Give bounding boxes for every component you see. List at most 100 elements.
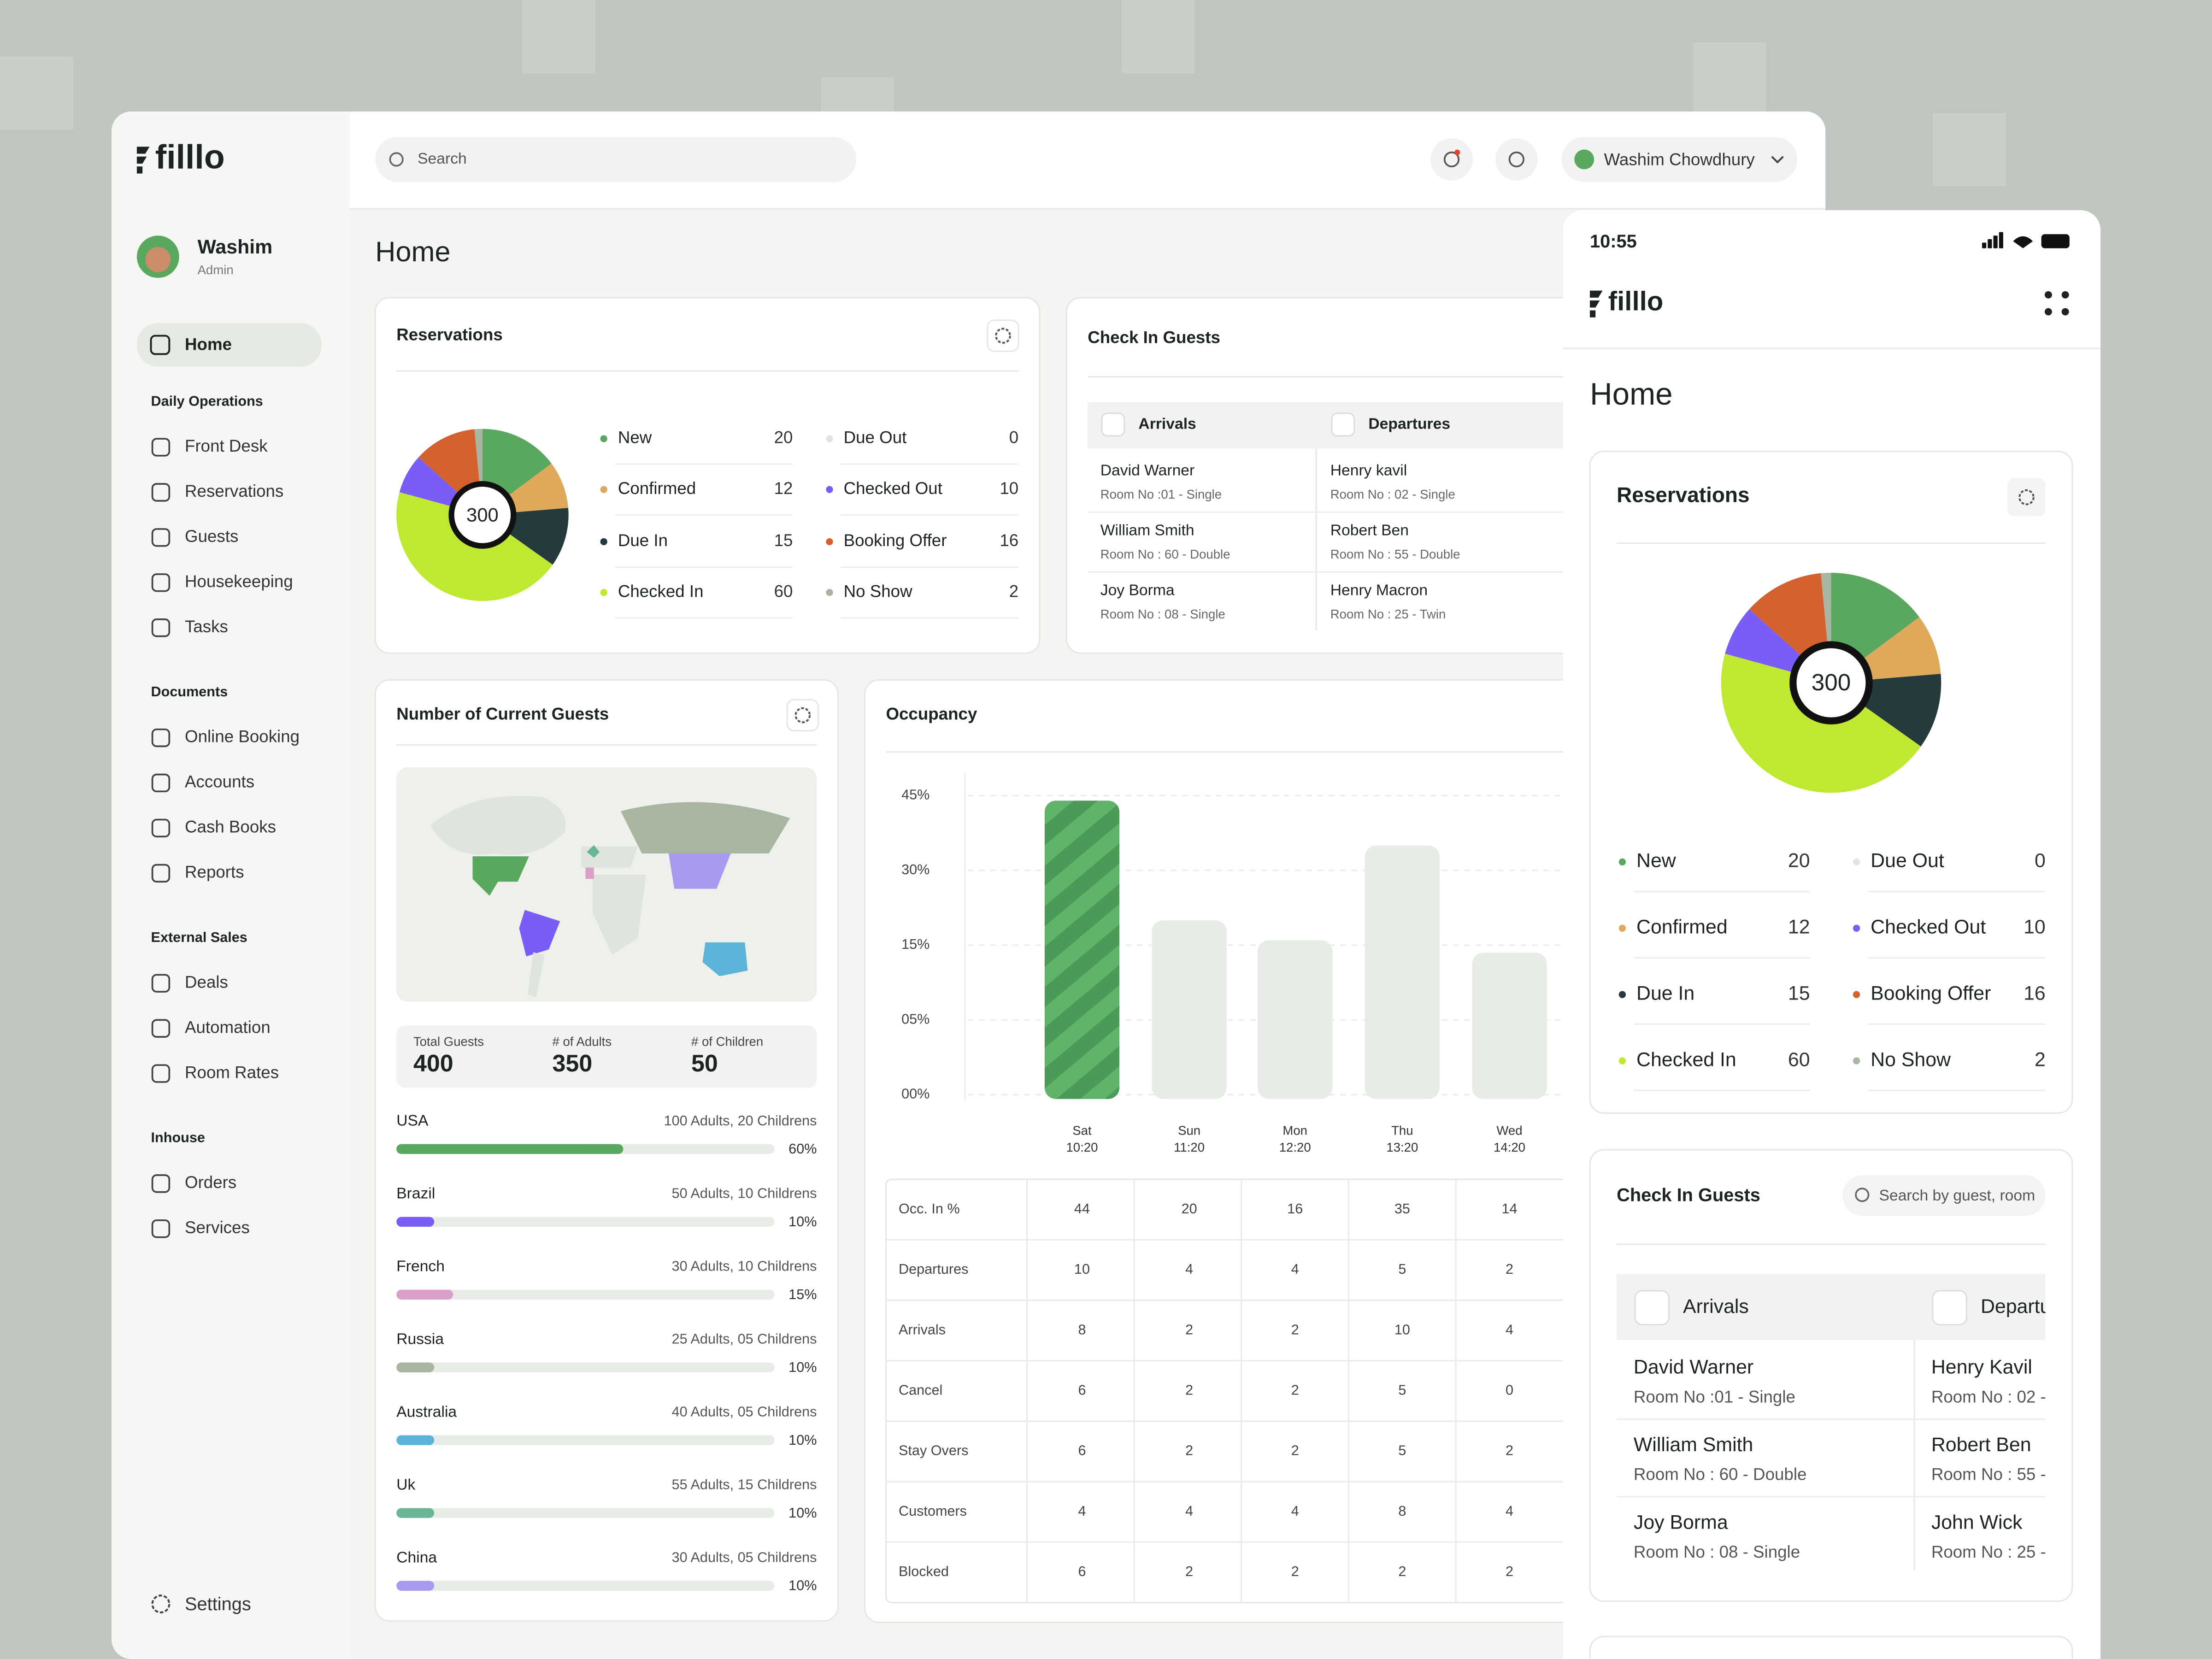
nav-item[interactable]: Guests xyxy=(185,527,238,546)
progress-track xyxy=(396,1508,775,1518)
legend-dot xyxy=(600,589,607,596)
country-detail: 55 Adults, 15 Childrens xyxy=(672,1477,817,1493)
table-cell: 2 xyxy=(1506,1261,1513,1277)
nav-item[interactable]: Accounts xyxy=(185,772,254,791)
map-region xyxy=(587,845,600,858)
settings-button[interactable] xyxy=(2007,478,2046,517)
table-cell: 4 xyxy=(1291,1503,1299,1519)
nav-icon xyxy=(151,483,171,502)
user-role: Admin xyxy=(198,263,234,277)
bar xyxy=(1472,953,1547,1099)
settings-button[interactable] xyxy=(987,319,1019,352)
country-percent: 60% xyxy=(788,1141,817,1157)
signal-bar xyxy=(1988,239,1992,248)
nav-icon xyxy=(151,618,171,637)
search-box[interactable] xyxy=(375,136,857,182)
legend-label: Confirmed xyxy=(618,479,696,498)
nav-item[interactable]: Reports xyxy=(185,863,244,882)
battery xyxy=(2041,234,2070,248)
table-row-label: Arrivals xyxy=(899,1322,946,1337)
legend-label: Due In xyxy=(1636,982,1694,1004)
mobile-table: Arrivals Departures David Warner Room No :0… xyxy=(1617,1290,2046,1571)
guest-name: Joy Borma xyxy=(1634,1511,1728,1533)
legend-value: 0 xyxy=(1009,428,1018,447)
logo-icon xyxy=(1590,290,1603,318)
nav-item[interactable]: Services xyxy=(185,1218,250,1237)
legend-label: Due In xyxy=(618,531,668,550)
tab-icon xyxy=(1101,412,1125,437)
nav-item[interactable]: Tasks xyxy=(185,617,228,636)
icon-button[interactable] xyxy=(1430,138,1473,181)
nav-section-title: Daily Operations xyxy=(151,394,263,409)
x-tick-label: Thu xyxy=(1391,1123,1413,1137)
stat-value: 400 xyxy=(413,1050,453,1077)
search-box[interactable] xyxy=(1842,1175,2046,1216)
legend-dot xyxy=(600,486,607,493)
search-icon xyxy=(389,152,404,167)
legend-dot xyxy=(600,435,607,442)
icon xyxy=(1443,151,1460,168)
guest-name: Henry kavil xyxy=(1330,462,1407,479)
table-cell: 2 xyxy=(1185,1382,1193,1398)
legend-dot xyxy=(1618,924,1626,932)
menu-dot xyxy=(2061,308,2069,316)
nav-item[interactable]: Cash Books xyxy=(185,818,276,836)
search-placeholder: Search xyxy=(418,150,467,167)
country-percent: 10% xyxy=(788,1578,817,1594)
map-region xyxy=(592,874,647,955)
nav-item[interactable]: Settings xyxy=(185,1594,251,1614)
tab-icon xyxy=(1634,1290,1670,1326)
user-menu[interactable] xyxy=(1561,136,1797,182)
nav-item[interactable]: Housekeeping xyxy=(185,572,293,591)
nav-item[interactable]: Reservations xyxy=(185,482,283,500)
table-cell: 16 xyxy=(1287,1201,1303,1217)
settings-button[interactable] xyxy=(786,699,819,732)
progress-track xyxy=(396,1217,775,1227)
progress-bar xyxy=(396,1362,435,1372)
legend-label: Checked In xyxy=(1636,1048,1736,1071)
signal-bar xyxy=(1993,235,1998,248)
guest-name: David Warner xyxy=(1634,1356,1753,1378)
table-cell: 4 xyxy=(1185,1261,1193,1277)
nav-icon xyxy=(150,335,171,355)
table-cell: 6 xyxy=(1078,1564,1086,1579)
guest-name: William Smith xyxy=(1100,522,1194,539)
pie-total: 300 xyxy=(466,504,499,525)
guest-name: David Warner xyxy=(1100,462,1194,479)
guest-room: Room No : 08 - Single xyxy=(1100,607,1225,621)
legend-label: Checked Out xyxy=(1871,916,1986,938)
nav-item[interactable]: Home xyxy=(185,335,232,354)
icon-button[interactable] xyxy=(1495,138,1538,181)
guest-room: Room No : 25 - Twin xyxy=(1330,607,1446,621)
user-menu-name: Washim Chowdhury xyxy=(1604,150,1755,169)
table-header xyxy=(1088,402,1566,449)
progress-bar xyxy=(396,1508,435,1518)
progress-bar xyxy=(396,1217,435,1227)
bg-tile xyxy=(1121,0,1195,74)
nav-item[interactable]: Orders xyxy=(185,1173,236,1192)
table-cell: 2 xyxy=(1398,1564,1406,1579)
nav-icon xyxy=(151,438,171,457)
signal-bar xyxy=(1999,232,2003,248)
table-row-label: Stay Overs xyxy=(899,1443,968,1459)
table-cell: 4 xyxy=(1078,1503,1086,1519)
bg-tile xyxy=(522,0,595,74)
gear-icon xyxy=(794,707,811,724)
table-row-label: Customers xyxy=(899,1503,967,1519)
guest-room: Room No : 60 - Double xyxy=(1100,547,1230,561)
nav-icon xyxy=(151,1019,171,1038)
legend-dot xyxy=(600,538,607,546)
nav-item[interactable]: Automation xyxy=(185,1018,271,1036)
nav-item[interactable]: Front Desk xyxy=(185,436,268,455)
table-cell: 4 xyxy=(1185,1503,1193,1519)
legend-value: 60 xyxy=(774,582,793,600)
x-tick-sublabel: 14:20 xyxy=(1494,1140,1525,1154)
guest-room: Room No : 55 - xyxy=(1931,1465,2046,1484)
search-placeholder: Search by guest, room xyxy=(1879,1187,2036,1204)
card-title: Number of Current Guests xyxy=(396,705,609,724)
nav-item[interactable]: Online Booking xyxy=(185,727,300,746)
table-cell: 2 xyxy=(1291,1322,1299,1337)
progress-track xyxy=(396,1289,775,1300)
nav-item[interactable]: Deals xyxy=(185,972,228,991)
nav-item[interactable]: Room Rates xyxy=(185,1063,279,1082)
